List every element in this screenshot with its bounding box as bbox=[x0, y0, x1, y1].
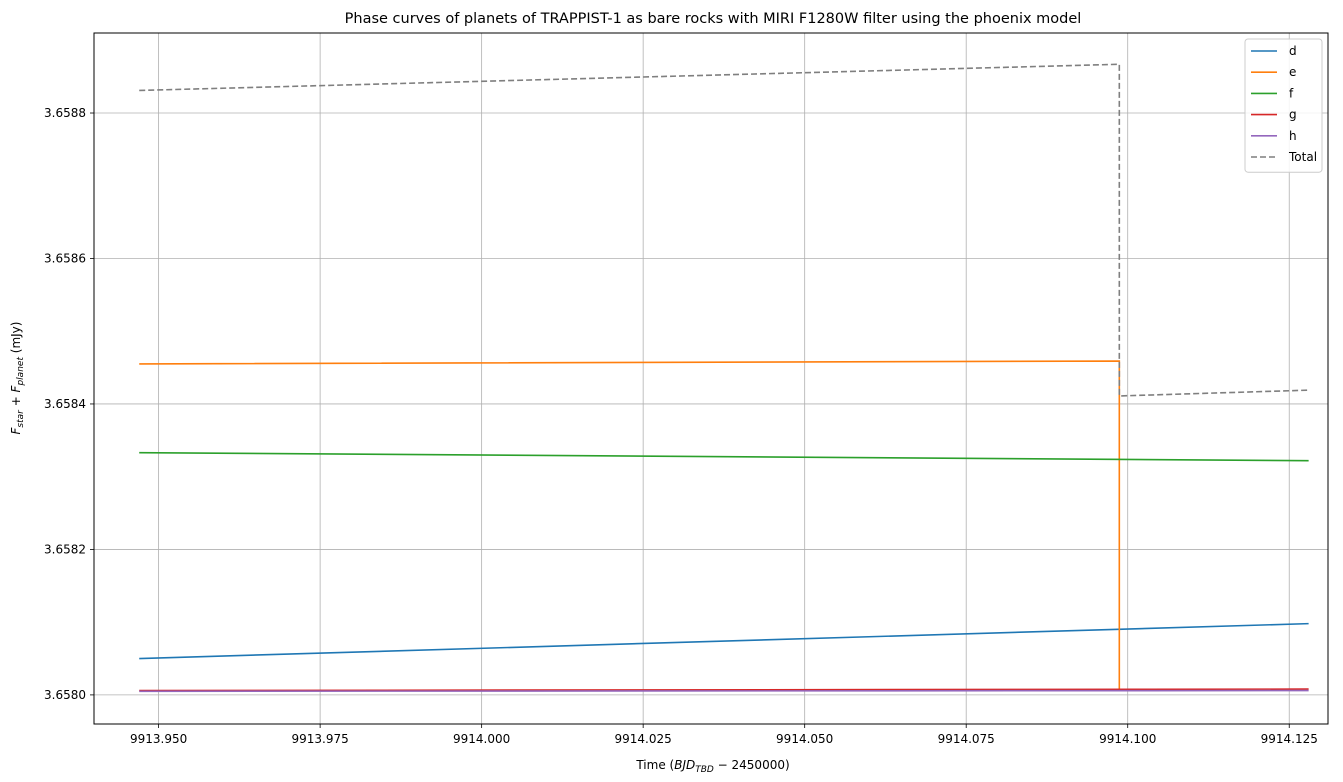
x-tick-label: 9914.000 bbox=[453, 732, 510, 746]
y-tick-label: 3.6586 bbox=[44, 251, 86, 265]
legend-label-g: g bbox=[1289, 108, 1297, 122]
x-tick-label: 9914.025 bbox=[615, 732, 672, 746]
x-tick-label: 9914.100 bbox=[1099, 732, 1156, 746]
x-axis-ticks: 9913.950 9913.975 9914.000 9914.025 9914.050… bbox=[130, 724, 1318, 746]
plot-lines bbox=[139, 63, 1309, 693]
legend-label-total: Total bbox=[1288, 150, 1317, 164]
grid bbox=[94, 33, 1328, 724]
y-tick-label: 3.6584 bbox=[44, 397, 86, 411]
series-line-g bbox=[139, 688, 1309, 692]
y-tick-label: 3.6582 bbox=[44, 542, 86, 556]
y-axis-ticks: 3.6580 3.6582 3.6584 3.6586 3.6588 bbox=[44, 106, 94, 702]
legend-label-f: f bbox=[1289, 86, 1294, 100]
series-line-total bbox=[139, 63, 1309, 397]
plot-frame bbox=[93, 32, 1329, 725]
y-tick-label: 3.6588 bbox=[44, 106, 86, 120]
x-tick-label: 9913.950 bbox=[130, 732, 187, 746]
series-line-h bbox=[139, 689, 1309, 693]
x-tick-label: 9914.050 bbox=[776, 732, 833, 746]
y-axis-label: Fstar + Fplanet (mJy) bbox=[9, 322, 26, 435]
x-tick-label: 9914.075 bbox=[938, 732, 995, 746]
y-tick-label: 3.6580 bbox=[44, 688, 86, 702]
series-line-f bbox=[139, 451, 1309, 462]
legend-label-d: d bbox=[1289, 44, 1297, 58]
chart-title: Phase curves of planets of TRAPPIST-1 as… bbox=[345, 11, 1082, 27]
series-line-e bbox=[139, 360, 1121, 690]
legend-label-e: e bbox=[1289, 65, 1296, 79]
series-line-d bbox=[139, 622, 1309, 660]
x-tick-label: 9914.125 bbox=[1261, 732, 1318, 746]
x-tick-label: 9913.975 bbox=[291, 732, 348, 746]
legend-label-h: h bbox=[1289, 129, 1297, 143]
x-axis-label: Time (BJDTBD − 2450000) bbox=[635, 758, 789, 775]
